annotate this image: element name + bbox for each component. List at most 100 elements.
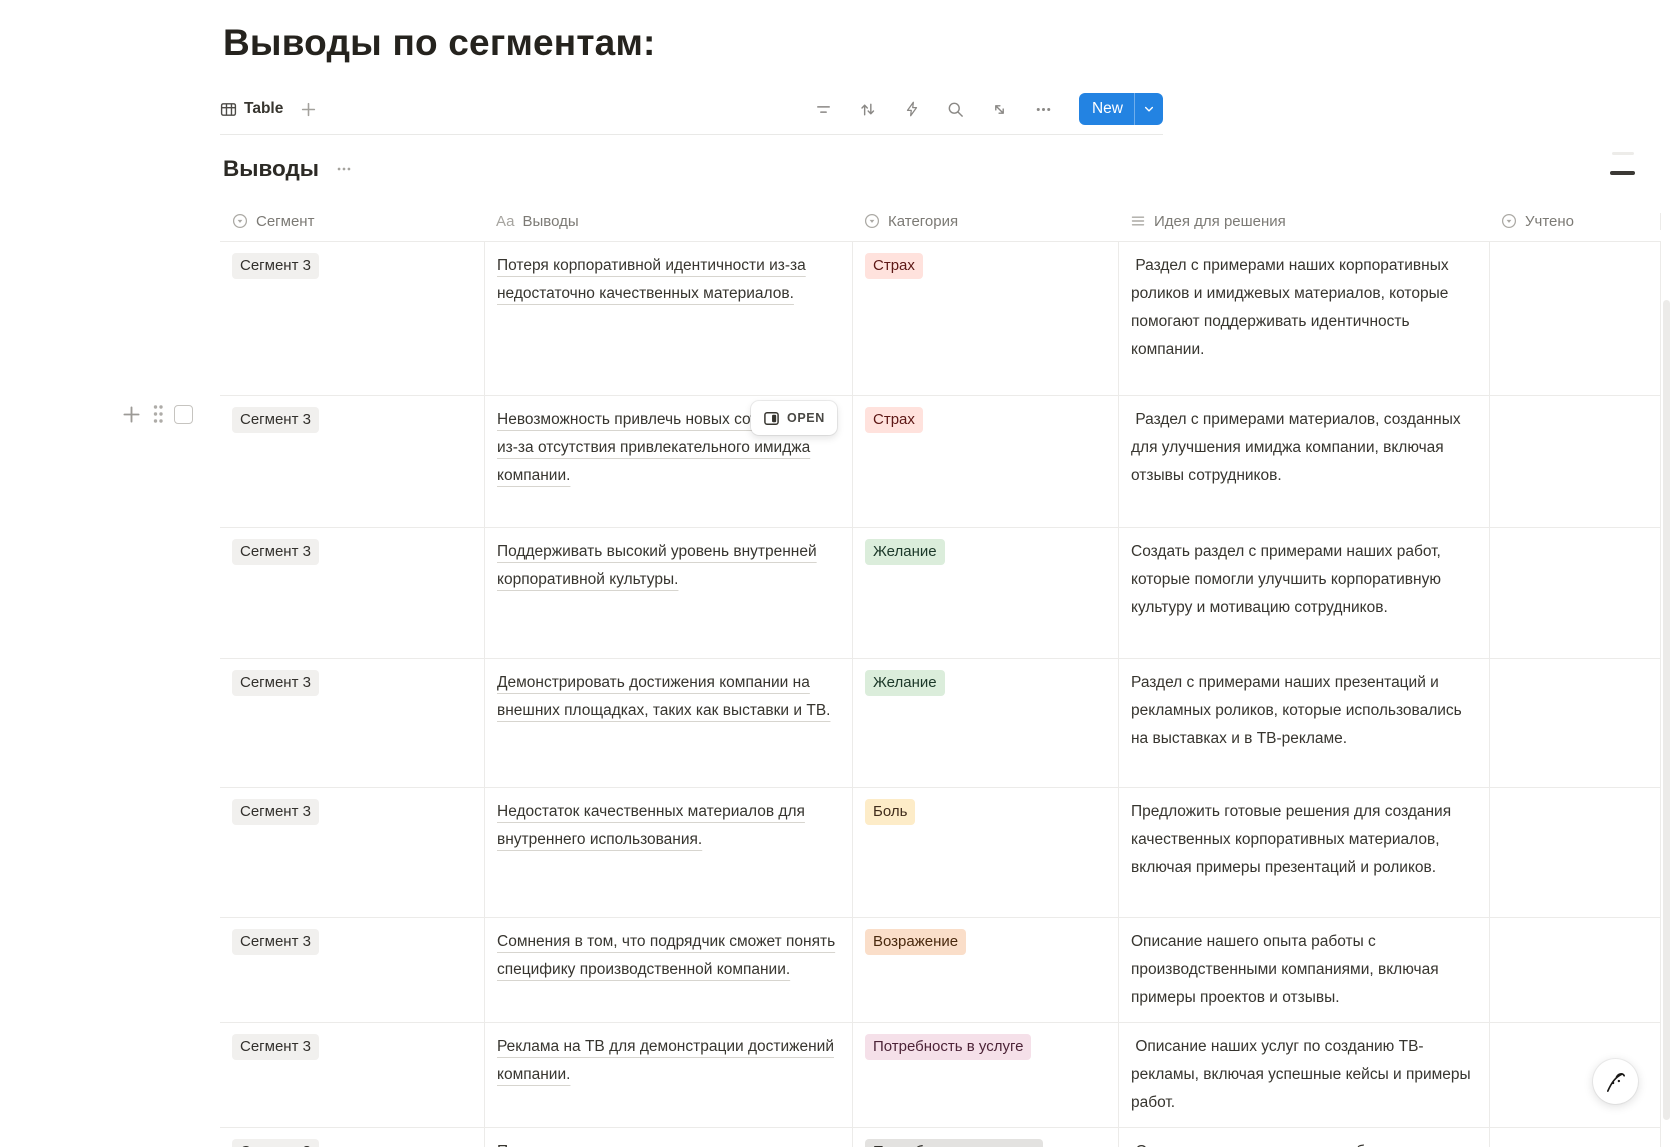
row-title[interactable]: Поддерживать высокий уровень внутренней …	[497, 543, 817, 588]
vertical-scrollbar[interactable]	[1663, 300, 1670, 1120]
category-tag[interactable]: Потребность в сервисе	[865, 1139, 1044, 1147]
row-title[interactable]: Потеря корпоративной идентичности из-за …	[497, 257, 806, 302]
idea-cell[interactable]: Предложить готовые решения для создания …	[1118, 788, 1489, 917]
noted-cell[interactable]	[1489, 788, 1661, 917]
noted-cell[interactable]	[1489, 396, 1661, 527]
row-title[interactable]: Полное сопровождение на всех	[497, 1143, 726, 1147]
automations-button[interactable]	[901, 98, 923, 120]
category-tag[interactable]: Страх	[865, 407, 923, 433]
segment-tag[interactable]: Сегмент 3	[232, 407, 319, 433]
idea-cell[interactable]: Раздел с примерами наших корпоративных р…	[1118, 242, 1489, 395]
database-table: Сегмент Аа Выводы Категория Идея для реш…	[220, 201, 1661, 1147]
expand-icon	[990, 100, 1009, 119]
noted-cell[interactable]	[1489, 918, 1661, 1022]
idea-cell[interactable]: Раздел с примерами наших презентаций и р…	[1118, 659, 1489, 787]
column-header-idea[interactable]: Идея для решения	[1118, 213, 1489, 230]
noted-cell[interactable]	[1489, 528, 1661, 658]
idea-cell[interactable]: Описание наших услуг по созданию ТВ-рекл…	[1118, 1023, 1489, 1127]
open-row-button[interactable]: OPEN	[751, 401, 837, 435]
column-header-segment[interactable]: Сегмент	[220, 213, 484, 230]
segment-tag[interactable]: Сегмент 3	[232, 539, 319, 565]
segment-cell[interactable]: Сегмент 3	[220, 659, 484, 787]
segment-cell[interactable]: Сегмент 3	[220, 396, 484, 527]
idea-cell[interactable]: Раздел с примерами материалов, созданных…	[1118, 396, 1489, 527]
floating-assistant-button[interactable]	[1593, 1059, 1638, 1104]
select-dropdown-icon	[232, 213, 248, 229]
viewbar-divider	[220, 134, 1163, 135]
database-title-menu[interactable]	[335, 160, 353, 178]
column-header-title[interactable]: Аа Выводы	[484, 213, 852, 230]
segment-tag[interactable]: Сегмент 3	[232, 1034, 319, 1060]
segment-cell[interactable]: Сегмент 3	[220, 242, 484, 395]
more-options-button[interactable]	[1033, 98, 1055, 120]
row-title[interactable]: Реклама на ТВ для демонстрации достижени…	[497, 1038, 834, 1083]
filter-icon	[814, 100, 833, 119]
noted-cell[interactable]	[1489, 659, 1661, 787]
category-tag[interactable]: Боль	[865, 799, 916, 825]
search-button[interactable]	[945, 98, 967, 120]
noted-cell[interactable]	[1489, 1128, 1661, 1147]
title-cell[interactable]: Потеря корпоративной идентичности из-за …	[484, 242, 852, 395]
segment-tag[interactable]: Сегмент 3	[232, 670, 319, 696]
category-tag[interactable]: Желание	[865, 539, 945, 565]
database-title[interactable]: Выводы	[223, 156, 319, 181]
segment-tag[interactable]: Сегмент 3	[232, 929, 319, 955]
category-cell[interactable]: Желание	[852, 528, 1118, 658]
column-header-category[interactable]: Категория	[852, 213, 1118, 230]
segment-cell[interactable]: Сегмент 3	[220, 788, 484, 917]
add-row-button[interactable]	[121, 404, 142, 425]
category-tag[interactable]: Желание	[865, 670, 945, 696]
view-tab-table[interactable]: Table	[220, 100, 283, 118]
row-title[interactable]: Демонстрировать достижения компании на в…	[497, 674, 831, 719]
column-label: Учтено	[1525, 212, 1575, 230]
page-title[interactable]: Выводы по сегментам:	[223, 22, 656, 63]
segment-cell[interactable]: Сегмент 3	[220, 1128, 484, 1147]
category-cell[interactable]: Страх	[852, 242, 1118, 395]
category-cell[interactable]: Желание	[852, 659, 1118, 787]
category-tag[interactable]: Потребность в услуге	[865, 1034, 1032, 1060]
title-cell[interactable]: Полное сопровождение на всех	[484, 1128, 852, 1147]
row-title[interactable]: Невозможность привлечь новых сотрудников…	[497, 411, 824, 484]
category-cell[interactable]: Потребность в сервисе	[852, 1128, 1118, 1147]
noted-cell[interactable]	[1489, 1023, 1661, 1127]
drag-handle-icon	[151, 403, 165, 425]
row-checkbox[interactable]	[174, 404, 193, 424]
column-label: Выводы	[522, 212, 579, 230]
add-view-button[interactable]	[297, 98, 319, 120]
title-cell[interactable]: Сомнения в том, что подрядчик сможет пон…	[484, 918, 852, 1022]
sort-button[interactable]	[857, 98, 879, 120]
title-cell[interactable]: Невозможность привлечь новых сотрудников…	[484, 396, 852, 527]
segment-tag[interactable]: Сегмент 3	[232, 799, 319, 825]
filter-button[interactable]	[813, 98, 835, 120]
table-row: Сегмент 3 Поддерживать высокий уровень в…	[220, 528, 1661, 659]
segment-tag[interactable]: Сегмент 3	[232, 253, 319, 279]
category-tag[interactable]: Возражение	[865, 929, 967, 955]
new-button[interactable]: New	[1078, 93, 1163, 125]
column-header-noted[interactable]: Учтено	[1489, 212, 1661, 230]
noted-cell[interactable]	[1489, 242, 1661, 395]
expand-button[interactable]	[989, 98, 1011, 120]
row-title[interactable]: Сомнения в том, что подрядчик сможет пон…	[497, 933, 836, 978]
segment-cell[interactable]: Сегмент 3	[220, 1023, 484, 1127]
segment-tag[interactable]: Сегмент 3	[232, 1139, 319, 1147]
category-cell[interactable]: Возражение	[852, 918, 1118, 1022]
title-cell[interactable]: Недостаток качественных материалов для в…	[484, 788, 852, 917]
title-cell[interactable]: Поддерживать высокий уровень внутренней …	[484, 528, 852, 658]
row-title[interactable]: Недостаток качественных материалов для в…	[497, 803, 805, 848]
category-cell[interactable]: Боль	[852, 788, 1118, 917]
idea-cell[interactable]: Описание нашего опыта работы с производс…	[1118, 918, 1489, 1022]
idea-cell[interactable]: Описание нашего процесса работы,	[1118, 1128, 1489, 1147]
new-button-label: New	[1091, 100, 1123, 117]
idea-cell[interactable]: Создать раздел с примерами наших работ, …	[1118, 528, 1489, 658]
segment-cell[interactable]: Сегмент 3	[220, 528, 484, 658]
category-cell[interactable]: Страх	[852, 396, 1118, 527]
title-cell[interactable]: Реклама на ТВ для демонстрации достижени…	[484, 1023, 852, 1127]
category-tag[interactable]: Страх	[865, 253, 923, 279]
table-header: Сегмент Аа Выводы Категория Идея для реш…	[220, 201, 1661, 242]
new-button-dropdown[interactable]	[1135, 103, 1163, 115]
segment-cell[interactable]: Сегмент 3	[220, 918, 484, 1022]
more-icon	[1034, 100, 1053, 119]
title-cell[interactable]: Демонстрировать достижения компании на в…	[484, 659, 852, 787]
category-cell[interactable]: Потребность в услуге	[852, 1023, 1118, 1127]
drag-handle[interactable]	[151, 403, 165, 425]
